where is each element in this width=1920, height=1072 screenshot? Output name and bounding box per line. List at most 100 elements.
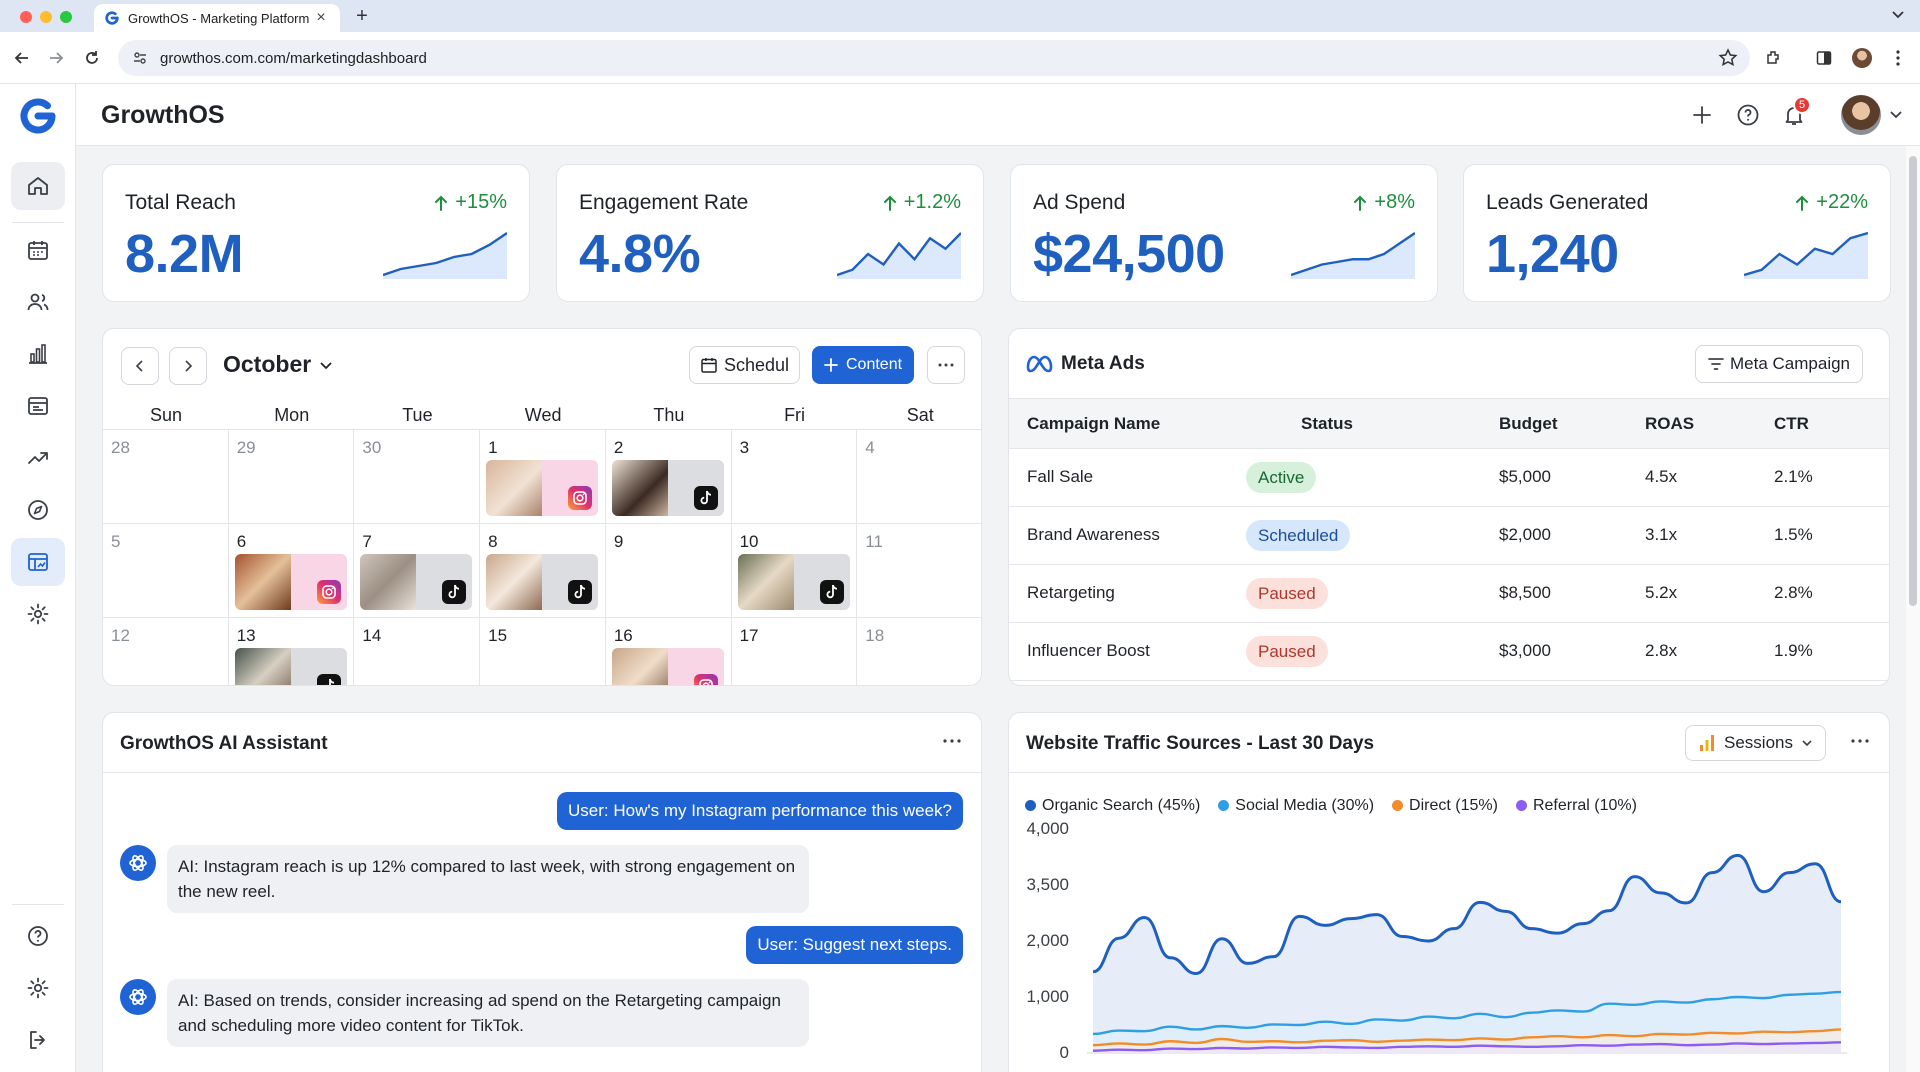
window-minimize-dot[interactable]	[40, 11, 52, 23]
calendar-day-cell[interactable]: 1	[480, 429, 606, 523]
side-panel-icon[interactable]	[1812, 46, 1836, 70]
sidebar-item-home[interactable]	[11, 162, 65, 210]
add-content-button[interactable]: Content	[812, 346, 915, 384]
reload-icon[interactable]	[80, 46, 104, 70]
legend-item[interactable]: Direct (15%)	[1392, 797, 1498, 815]
status-badge: Active	[1246, 462, 1317, 493]
calendar-day-cell[interactable]: 13	[228, 617, 355, 685]
sidebar-item-marketing-dashboard[interactable]	[11, 538, 65, 586]
table-row[interactable]: Fall Sale Active $5,000 4.5x 2.1%	[1009, 449, 1889, 507]
calendar-day-cell[interactable]: 17	[731, 617, 858, 685]
calendar-day-cell[interactable]: 4	[857, 429, 981, 523]
table-row[interactable]: Influencer Boost Paused $3,000 2.8x 1.9%	[1009, 623, 1889, 681]
calendar-day-cell[interactable]: 16	[605, 617, 732, 685]
calendar-next-button[interactable]	[169, 347, 207, 385]
column-header-budget[interactable]: Budget	[1499, 414, 1558, 433]
scheduled-post-instagram[interactable]	[486, 460, 599, 516]
sidebar-item-calendar[interactable]	[11, 226, 65, 274]
calendar-day-cell[interactable]: 29	[228, 429, 355, 523]
calendar-day-cell[interactable]: 14	[354, 617, 481, 685]
calendar-day-cell[interactable]: 28	[103, 429, 229, 523]
traffic-more-icon[interactable]	[1851, 739, 1869, 743]
back-icon[interactable]	[10, 46, 34, 70]
calendar-day-cell[interactable]: 3	[731, 429, 858, 523]
notifications-bell-icon[interactable]: 5	[1779, 96, 1811, 130]
ai-assistant-more-icon[interactable]	[943, 739, 961, 743]
chevron-right-icon	[185, 360, 193, 372]
create-icon[interactable]	[1687, 100, 1717, 130]
window-zoom-dot[interactable]	[60, 11, 72, 23]
calendar-day-cell[interactable]: 5	[103, 523, 229, 617]
meta-campaign-filter-button[interactable]: Meta Campaign	[1695, 345, 1864, 383]
browser-tab[interactable]: GrowthOS - Marketing Platform ×	[94, 4, 340, 32]
browser-profile-avatar[interactable]	[1850, 46, 1874, 70]
sidebar-item-preferences[interactable]	[11, 964, 65, 1012]
help-icon[interactable]	[1733, 100, 1763, 130]
user-avatar[interactable]	[1841, 95, 1881, 135]
scheduled-post-tiktok[interactable]	[486, 554, 599, 610]
scheduled-post-instagram[interactable]	[234, 554, 347, 610]
extensions-icon[interactable]	[1762, 46, 1786, 70]
kpi-card-total-reach[interactable]: Total Reach 8.2M +15%	[102, 164, 530, 302]
kpi-card-ad-spend[interactable]: Ad Spend $24,500 +8%	[1010, 164, 1438, 302]
calendar-day-cell[interactable]: 9	[605, 523, 732, 617]
calendar-day-cell[interactable]: 12	[103, 617, 229, 685]
sidebar-item-growth[interactable]	[11, 434, 65, 482]
calendar-day-cell[interactable]: 10	[731, 523, 858, 617]
sparkline-line	[383, 232, 507, 277]
legend-item[interactable]: Organic Search (45%)	[1025, 797, 1200, 815]
page-scrollbar-thumb[interactable]	[1909, 156, 1917, 606]
sidebar-item-logout[interactable]	[11, 1016, 65, 1064]
calendar-month-selector[interactable]: October	[223, 351, 333, 378]
legend-item[interactable]: Referral (10%)	[1515, 797, 1637, 815]
column-header-roas[interactable]: ROAS	[1645, 414, 1695, 433]
column-header-ctr[interactable]: CTR	[1774, 414, 1809, 433]
chat-message-ai: AI: Based on trends, consider increasing…	[167, 979, 809, 1047]
scheduled-post-tiktok[interactable]	[737, 554, 850, 610]
bookmark-star-icon[interactable]	[1718, 48, 1738, 68]
sessions-metric-select[interactable]: Sessions	[1685, 725, 1826, 761]
sidebar-item-explore[interactable]	[11, 486, 65, 534]
calendar-day-cell[interactable]: 30	[354, 429, 481, 523]
column-header-campaign-name[interactable]: Campaign Name	[1027, 414, 1161, 433]
calendar-day-number: 4	[865, 438, 875, 457]
browser-menu-icon[interactable]	[1886, 46, 1910, 70]
new-tab-icon[interactable]: +	[356, 5, 368, 27]
address-bar[interactable]: growthos.com.com/marketingdashboard	[118, 40, 1750, 76]
scheduled-post-tiktok[interactable]	[611, 460, 724, 516]
calendar-day-cell[interactable]: 15	[480, 617, 606, 685]
account-chevron-down-icon[interactable]	[1888, 106, 1904, 122]
scheduled-post-instagram[interactable]	[611, 648, 724, 685]
meta-ads-title: Meta Ads	[1061, 353, 1145, 374]
sidebar-item-help[interactable]	[11, 912, 65, 960]
calendar-day-cell[interactable]: 8	[480, 523, 606, 617]
scheduled-post-tiktok[interactable]	[360, 554, 473, 610]
forward-icon[interactable]	[44, 46, 68, 70]
tab-search-chevron-icon[interactable]	[1890, 6, 1906, 22]
calendar-day-cell[interactable]: 2	[605, 429, 732, 523]
table-row[interactable]: Brand Awareness Scheduled $2,000 3.1x 1.5%	[1009, 507, 1889, 565]
column-header-status[interactable]: Status	[1301, 414, 1353, 433]
kpi-card-leads-generated[interactable]: Leads Generated 1,240 +22%	[1463, 164, 1891, 302]
calendar-prev-button[interactable]	[121, 347, 159, 385]
window-close-dot[interactable]	[20, 11, 32, 23]
sidebar-item-settings[interactable]	[11, 590, 65, 638]
legend-item[interactable]: Social Media (30%)	[1218, 797, 1374, 815]
schedule-button[interactable]: Schedul	[689, 346, 801, 384]
instagram-icon	[693, 674, 718, 685]
calendar-day-cell[interactable]: 6	[228, 523, 355, 617]
calendar-more-button[interactable]	[927, 346, 965, 384]
site-settings-icon[interactable]	[132, 50, 148, 66]
calendar-day-cell[interactable]: 11	[857, 523, 981, 617]
sidebar-item-reports[interactable]	[11, 330, 65, 378]
kpi-card-engagement-rate[interactable]: Engagement Rate 4.8% +1.2%	[556, 164, 984, 302]
table-row[interactable]: Retargeting Paused $8,500 5.2x 2.8%	[1009, 565, 1889, 623]
sidebar-item-audience[interactable]	[11, 278, 65, 326]
tab-close-icon[interactable]: ×	[316, 9, 326, 26]
growthos-logo-icon[interactable]	[16, 94, 60, 138]
ctr-cell: 2.8%	[1774, 583, 1813, 602]
scheduled-post-tiktok[interactable]	[234, 648, 347, 685]
calendar-day-cell[interactable]: 18	[857, 617, 981, 685]
calendar-day-cell[interactable]: 7	[354, 523, 481, 617]
sidebar-item-pages[interactable]	[11, 382, 65, 430]
